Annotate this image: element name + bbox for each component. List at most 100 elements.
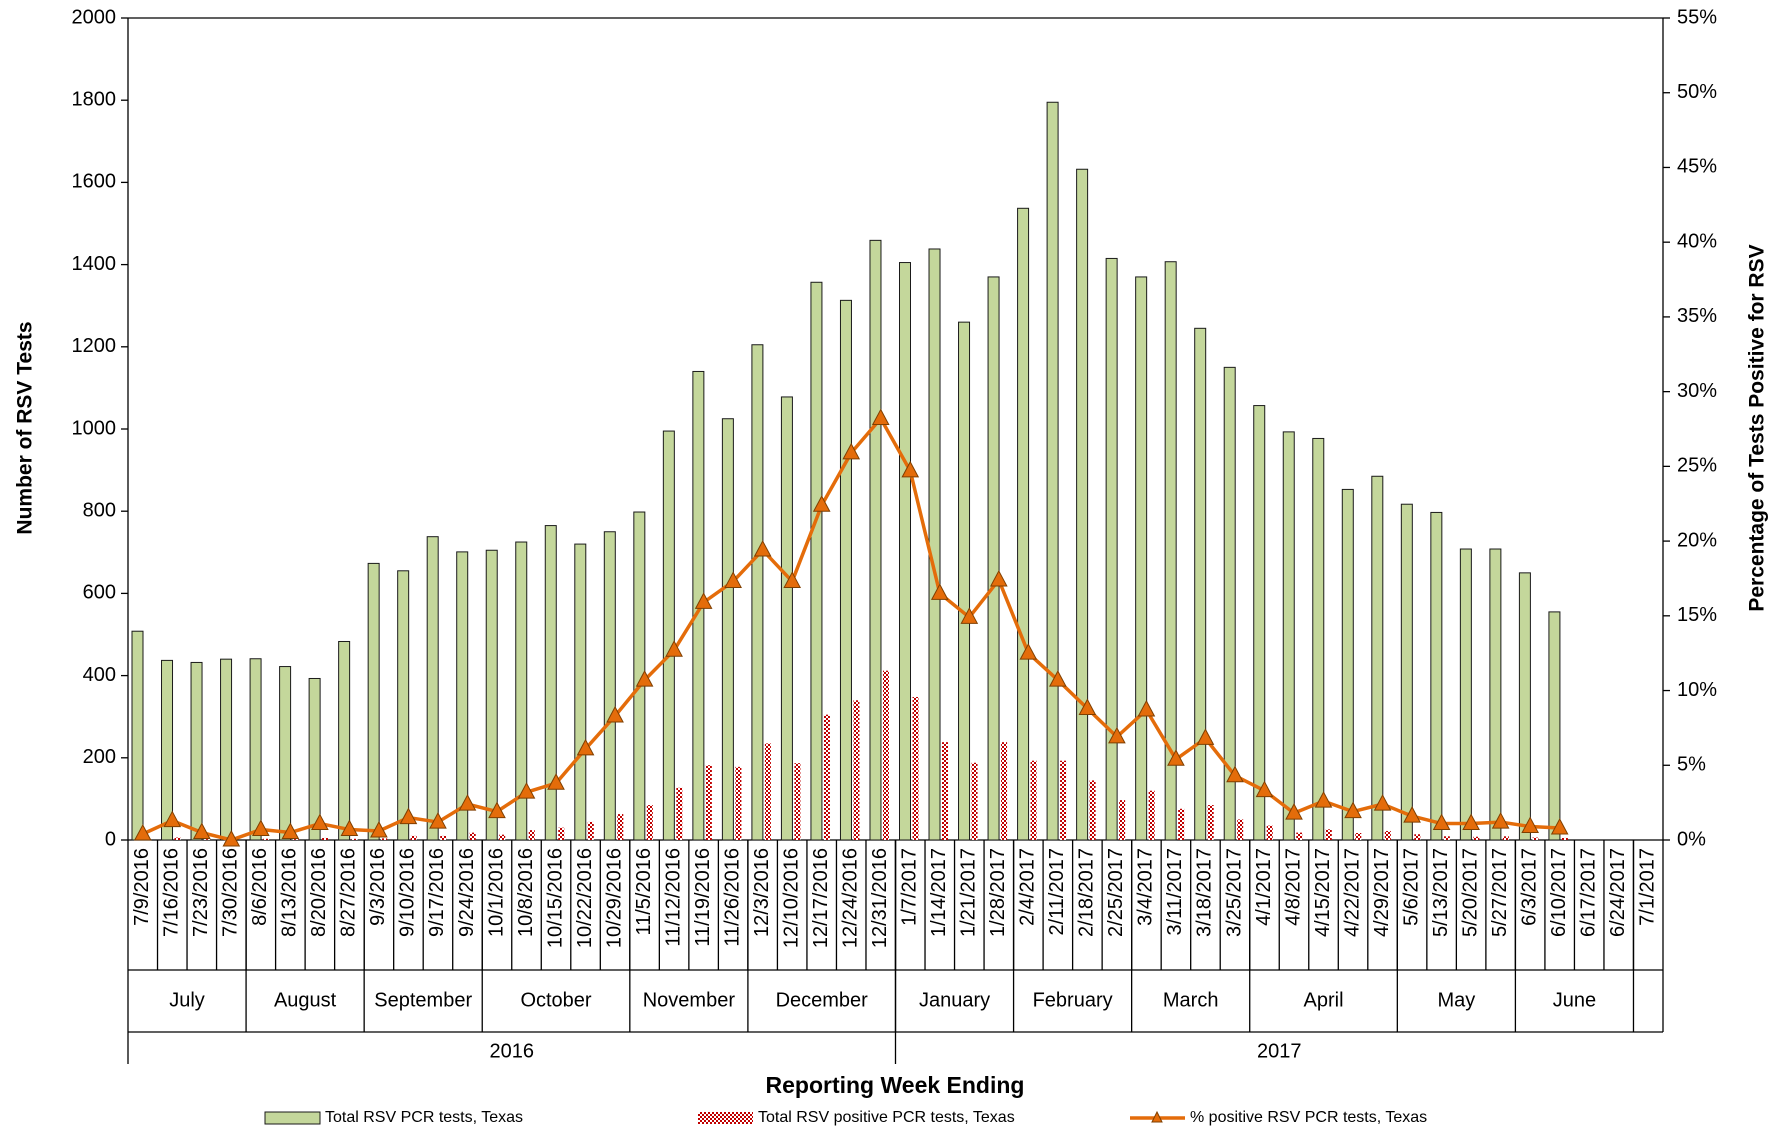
- line-marker: [812, 495, 831, 512]
- bar: [1164, 261, 1177, 841]
- bar: [942, 742, 949, 840]
- y2-tick-label: 45%: [1677, 156, 1717, 178]
- bar: [1237, 819, 1244, 840]
- bar: [780, 396, 793, 841]
- x-tick-label: 10/8/2016: [515, 848, 537, 937]
- bar: [853, 700, 860, 840]
- x-tick-label: 11/12/2016: [662, 848, 684, 947]
- line-marker: [488, 801, 506, 819]
- x-tick-label: 10/22/2016: [574, 848, 596, 948]
- bar: [1135, 276, 1148, 841]
- line-marker: [871, 408, 890, 426]
- x-tick-label: 1/7/2017: [899, 848, 921, 926]
- x-tick-label: 10/1/2016: [485, 848, 507, 937]
- bar: [1532, 837, 1539, 840]
- y-tick-label: 400: [83, 664, 116, 686]
- bar: [1178, 808, 1185, 840]
- line-marker: [1255, 780, 1274, 798]
- year-label: 2016: [490, 1040, 535, 1062]
- bar: [1119, 800, 1126, 840]
- line-marker: [1432, 813, 1451, 831]
- x-tick-label: 12/3/2016: [751, 848, 773, 937]
- x-tick-label: 8/13/2016: [279, 848, 301, 937]
- bar: [220, 658, 233, 841]
- month-label: April: [1304, 989, 1344, 1011]
- bar: [987, 276, 1000, 841]
- bar: [1371, 475, 1384, 841]
- bar: [1548, 611, 1561, 841]
- line-marker: [1137, 699, 1156, 717]
- bar: [456, 551, 469, 841]
- bar: [676, 787, 683, 840]
- legend-label: % positive RSV PCR tests, Texas: [1190, 1109, 1427, 1126]
- legend-label: Total RSV positive PCR tests, Texas: [758, 1109, 1015, 1126]
- x-tick-label: 4/1/2017: [1253, 848, 1275, 926]
- bar: [882, 670, 889, 840]
- month-label: May: [1437, 989, 1475, 1011]
- x-tick-label: 12/10/2016: [780, 848, 802, 948]
- bar: [544, 525, 557, 841]
- line-marker: [163, 810, 182, 828]
- y2-tick-label: 25%: [1677, 455, 1717, 477]
- y-tick-label: 800: [83, 499, 116, 521]
- line-marker: [1521, 816, 1539, 834]
- x-tick-label: 6/24/2017: [1607, 848, 1629, 937]
- bar: [1060, 760, 1067, 840]
- legend-label: Total RSV PCR tests, Texas: [325, 1109, 523, 1126]
- month-label: August: [274, 989, 337, 1011]
- bar: [351, 838, 358, 840]
- line-marker: [1167, 749, 1185, 766]
- line-marker: [783, 571, 802, 588]
- month-label: September: [374, 989, 472, 1011]
- year-label: 2017: [1257, 1040, 1302, 1062]
- line-marker: [960, 607, 979, 624]
- month-label: January: [919, 989, 990, 1011]
- month-label: March: [1163, 989, 1219, 1011]
- y-tick-label: 600: [83, 582, 116, 604]
- bar: [1414, 834, 1421, 840]
- line-marker: [989, 569, 1008, 587]
- bar: [308, 677, 321, 841]
- x-tick-label: 9/17/2016: [426, 848, 448, 937]
- bar: [292, 839, 299, 840]
- line-marker: [1196, 728, 1215, 745]
- bar: [1341, 488, 1354, 841]
- bar: [1046, 101, 1059, 841]
- y-tick-label: 2000: [72, 6, 117, 28]
- bar: [1030, 760, 1037, 840]
- line-marker: [901, 460, 920, 478]
- line-marker: [1226, 765, 1244, 783]
- line-marker: [1550, 817, 1569, 835]
- line-marker: [576, 738, 595, 756]
- line-marker: [1462, 813, 1480, 831]
- line-marker: [665, 640, 683, 657]
- bar: [338, 640, 351, 841]
- line-marker: [311, 813, 329, 831]
- x-tick-label: 5/6/2017: [1400, 848, 1422, 926]
- x-tick-label: 7/30/2016: [220, 848, 242, 937]
- bar: [1489, 548, 1502, 841]
- bar: [1312, 437, 1325, 841]
- bar: [499, 834, 506, 840]
- bar: [721, 418, 734, 841]
- y-axis-title: Number of RSV Tests: [14, 321, 37, 534]
- x-tick-label: 5/13/2017: [1430, 848, 1452, 937]
- bar: [131, 630, 144, 841]
- x-tick-label: 2/4/2017: [1017, 848, 1039, 926]
- bar: [1282, 431, 1295, 841]
- y-tick-label: 1800: [72, 88, 117, 110]
- x-axis-title: Reporting Week Ending: [766, 1072, 1025, 1098]
- month-label: February: [1033, 989, 1113, 1011]
- bar: [1459, 548, 1472, 841]
- x-tick-label: 1/21/2017: [958, 848, 980, 937]
- y2-tick-label: 10%: [1677, 679, 1717, 701]
- line-marker: [281, 822, 300, 840]
- line-marker: [635, 670, 654, 687]
- month-label: December: [776, 989, 869, 1011]
- bar: [587, 821, 594, 840]
- bar: [617, 814, 624, 840]
- bar: [1194, 327, 1207, 841]
- x-tick-label: 3/25/2017: [1223, 848, 1245, 937]
- bar: [971, 762, 978, 840]
- bar: [161, 659, 174, 841]
